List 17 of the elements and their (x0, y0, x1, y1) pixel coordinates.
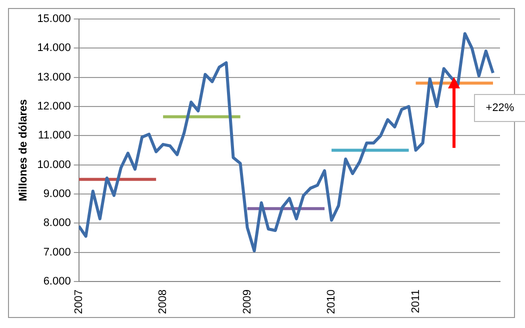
annotation: +22% (474, 94, 525, 122)
y-tick-label: 14.000 (37, 42, 71, 54)
y-tick-label: 13.000 (37, 71, 71, 84)
y-tick-label: 11.000 (38, 130, 71, 142)
x-tick-label: 2010 (326, 290, 338, 314)
y-tick-label: 6.000 (43, 276, 71, 288)
y-tick-label: 9.000 (43, 188, 71, 200)
y-tick-label: 12.000 (37, 100, 71, 113)
x-tick-label: 2009 (241, 290, 254, 314)
x-tick-label: 2007 (72, 290, 85, 314)
y-tick-label: 10.000 (37, 158, 71, 171)
x-tick-label: 2011 (410, 290, 422, 314)
y-tick-label: 7.000 (43, 246, 71, 258)
y-tick-label: 8.000 (43, 217, 71, 230)
y-axis-title: Millones de dólares (18, 99, 30, 202)
x-tick-label: 2008 (157, 290, 170, 314)
y-tick-label: 15.000 (37, 13, 71, 26)
